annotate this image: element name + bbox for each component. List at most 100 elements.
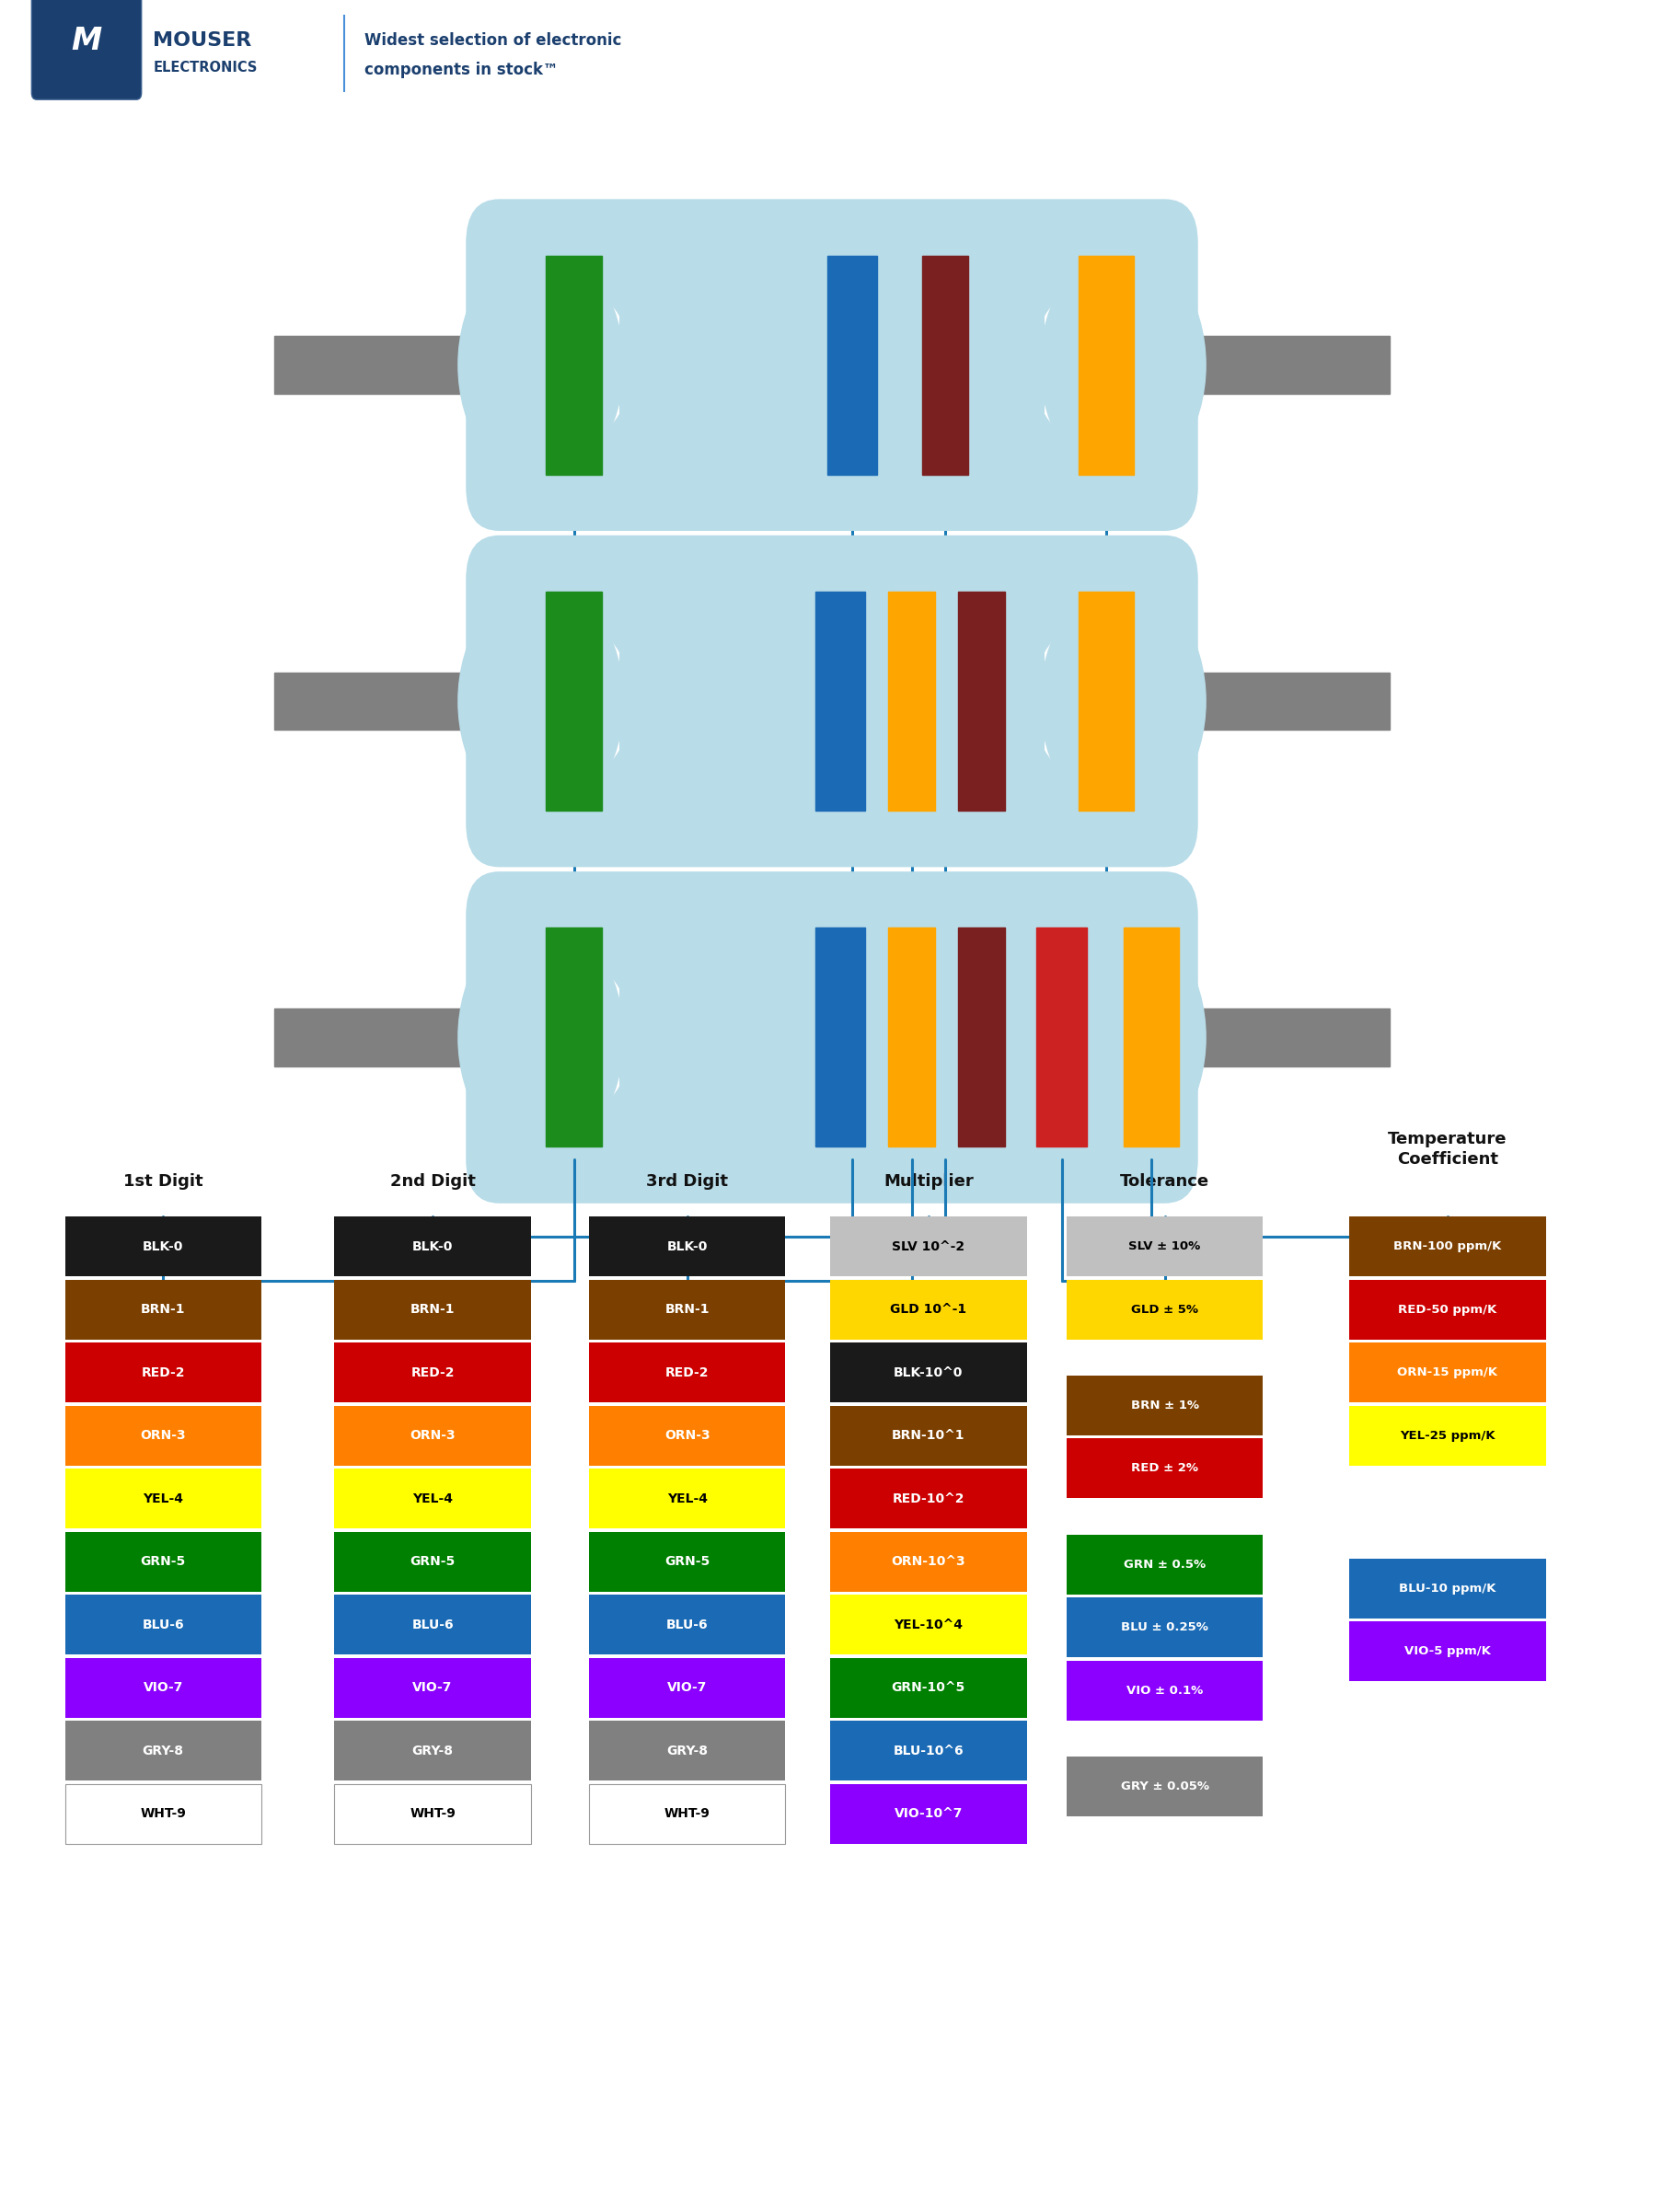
- Bar: [1164, 1009, 1389, 1066]
- Bar: [65, 1659, 261, 1717]
- Text: BLU ± 0.25%: BLU ± 0.25%: [1121, 1621, 1207, 1632]
- Bar: [334, 1595, 530, 1655]
- Text: GRN-5: GRN-5: [140, 1555, 186, 1568]
- Text: SLV ± 10%: SLV ± 10%: [1128, 1241, 1201, 1252]
- Text: GRY ± 0.05%: GRY ± 0.05%: [1119, 1781, 1209, 1792]
- Bar: [334, 1469, 530, 1528]
- Text: WHT-9: WHT-9: [409, 1807, 456, 1820]
- Bar: [1079, 257, 1134, 476]
- Text: BLU-10 ppm/K: BLU-10 ppm/K: [1399, 1582, 1495, 1595]
- Bar: [65, 1469, 261, 1528]
- Bar: [65, 1783, 261, 1845]
- Bar: [274, 1009, 499, 1066]
- Text: BLK-10^0: BLK-10^0: [893, 1367, 963, 1378]
- Bar: [888, 591, 935, 810]
- Text: BLK-0: BLK-0: [143, 1241, 183, 1252]
- Bar: [1036, 929, 1086, 1146]
- Text: GRN-5: GRN-5: [409, 1555, 456, 1568]
- Bar: [545, 929, 602, 1146]
- Bar: [65, 1783, 261, 1845]
- Bar: [274, 336, 499, 394]
- Ellipse shape: [1039, 582, 1206, 821]
- Ellipse shape: [1031, 613, 1184, 790]
- Ellipse shape: [479, 949, 632, 1126]
- Bar: [274, 672, 499, 730]
- Bar: [1124, 929, 1177, 1146]
- Text: Widest selection of electronic: Widest selection of electronic: [364, 33, 622, 49]
- Bar: [1066, 1535, 1262, 1595]
- Text: VIO-10^7: VIO-10^7: [893, 1807, 963, 1820]
- Bar: [1066, 1756, 1262, 1816]
- Text: RED-10^2: RED-10^2: [891, 1493, 965, 1504]
- FancyBboxPatch shape: [466, 872, 1197, 1203]
- Bar: [619, 975, 1044, 1097]
- Bar: [830, 1595, 1026, 1655]
- Text: YEL-4: YEL-4: [143, 1493, 183, 1504]
- Text: BLU-6: BLU-6: [411, 1619, 454, 1630]
- Bar: [830, 1217, 1026, 1276]
- Bar: [830, 1533, 1026, 1593]
- Bar: [1066, 1279, 1262, 1340]
- Text: WHT-9: WHT-9: [140, 1807, 186, 1820]
- Text: VIO ± 0.1%: VIO ± 0.1%: [1126, 1683, 1202, 1697]
- Text: YEL-10^4: YEL-10^4: [893, 1619, 963, 1630]
- Text: VIO-7: VIO-7: [412, 1681, 452, 1694]
- Bar: [589, 1595, 785, 1655]
- Bar: [589, 1783, 785, 1845]
- Bar: [334, 1279, 530, 1340]
- Text: Multiplier: Multiplier: [883, 1175, 973, 1190]
- Bar: [830, 1659, 1026, 1717]
- Text: ORN-10^3: ORN-10^3: [891, 1555, 965, 1568]
- Ellipse shape: [1031, 276, 1184, 453]
- Text: RED ± 2%: RED ± 2%: [1131, 1462, 1197, 1475]
- Bar: [589, 1783, 785, 1845]
- Bar: [589, 1217, 785, 1276]
- Bar: [1164, 672, 1389, 730]
- Bar: [589, 1407, 785, 1467]
- Text: WHT-9: WHT-9: [664, 1807, 710, 1820]
- Text: VIO-5 ppm/K: VIO-5 ppm/K: [1404, 1646, 1490, 1657]
- Bar: [958, 591, 1004, 810]
- Text: YEL-25 ppm/K: YEL-25 ppm/K: [1399, 1429, 1495, 1442]
- Text: VIO-7: VIO-7: [667, 1681, 707, 1694]
- Bar: [589, 1469, 785, 1528]
- Text: ORN-3: ORN-3: [409, 1429, 456, 1442]
- Bar: [1066, 1597, 1262, 1657]
- Text: Tolerance: Tolerance: [1119, 1175, 1209, 1190]
- Bar: [545, 257, 602, 476]
- Text: YEL-4: YEL-4: [412, 1493, 452, 1504]
- Text: BRN-1: BRN-1: [665, 1303, 708, 1316]
- FancyBboxPatch shape: [466, 199, 1197, 531]
- Text: BRN-10^1: BRN-10^1: [891, 1429, 965, 1442]
- Bar: [619, 303, 1044, 425]
- Bar: [1349, 1621, 1545, 1681]
- FancyBboxPatch shape: [32, 0, 141, 100]
- Ellipse shape: [1039, 246, 1206, 484]
- Bar: [1066, 1217, 1262, 1276]
- Bar: [589, 1721, 785, 1781]
- Bar: [334, 1783, 530, 1845]
- Text: GRN-5: GRN-5: [664, 1555, 710, 1568]
- Text: M: M: [72, 27, 101, 55]
- Ellipse shape: [457, 918, 624, 1157]
- Text: ORN-3: ORN-3: [664, 1429, 710, 1442]
- Text: BRN-100 ppm/K: BRN-100 ppm/K: [1394, 1241, 1500, 1252]
- Text: ELECTRONICS: ELECTRONICS: [153, 60, 258, 75]
- Bar: [827, 257, 876, 476]
- Ellipse shape: [479, 276, 632, 453]
- Text: BLK-0: BLK-0: [412, 1241, 452, 1252]
- Bar: [1349, 1559, 1545, 1619]
- Ellipse shape: [479, 613, 632, 790]
- Text: RED-2: RED-2: [141, 1367, 185, 1378]
- Text: GLD ± 5%: GLD ± 5%: [1131, 1303, 1197, 1316]
- Text: GRY-8: GRY-8: [667, 1745, 707, 1756]
- Bar: [65, 1407, 261, 1467]
- Text: RED-2: RED-2: [411, 1367, 454, 1378]
- Text: 3rd Digit: 3rd Digit: [645, 1175, 728, 1190]
- Text: GRN ± 0.5%: GRN ± 0.5%: [1123, 1557, 1206, 1571]
- Bar: [65, 1533, 261, 1593]
- Bar: [830, 1721, 1026, 1781]
- Bar: [1066, 1376, 1262, 1436]
- Text: ORN-15 ppm/K: ORN-15 ppm/K: [1397, 1367, 1497, 1378]
- Text: BLU-10^6: BLU-10^6: [893, 1745, 963, 1756]
